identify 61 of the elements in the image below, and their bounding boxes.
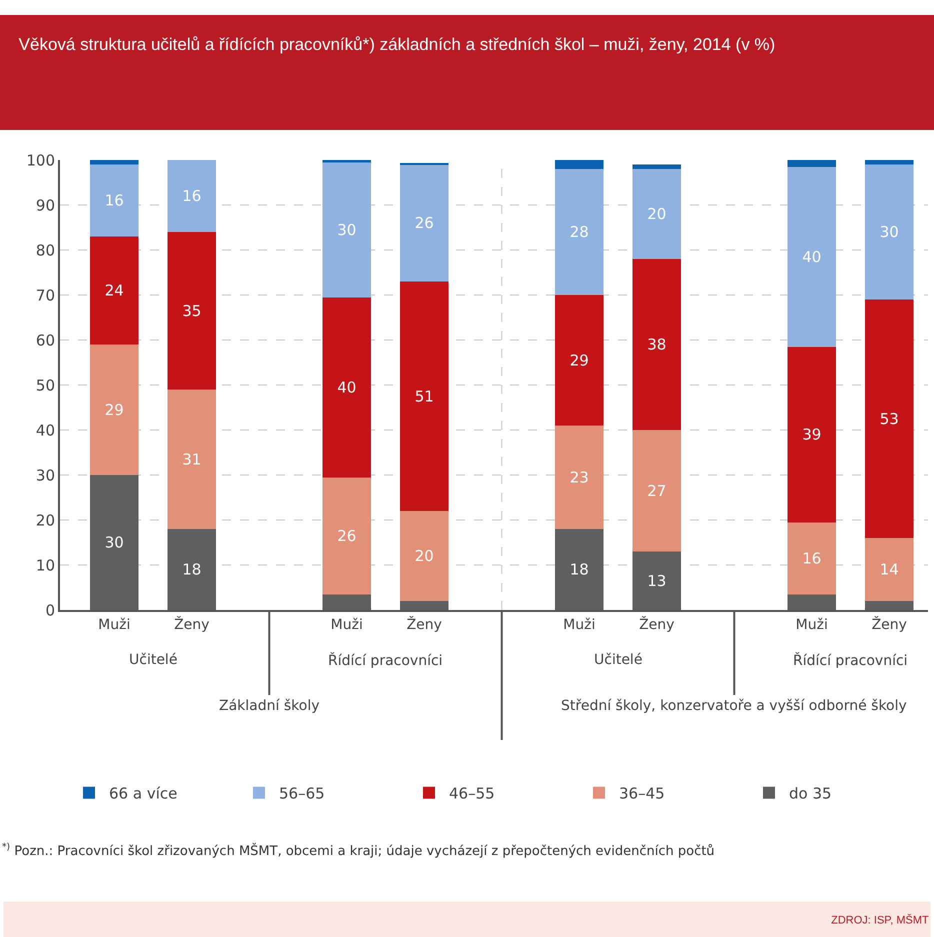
data-label: 30 — [104, 534, 124, 552]
data-label: 16 — [182, 187, 202, 205]
data-label: 14 — [880, 560, 899, 578]
data-label: 18 — [570, 560, 589, 578]
y-tick-label: 70 — [36, 286, 55, 304]
data-label: 40 — [802, 248, 822, 266]
x-tick-label: Ženy — [639, 616, 674, 633]
data-label: 30 — [880, 223, 899, 241]
y-tick-label: 20 — [36, 511, 55, 530]
legend-label: 56–65 — [279, 784, 325, 803]
legend-label: do 35 — [789, 784, 832, 803]
data-label: 20 — [647, 205, 666, 223]
data-label: 51 — [414, 387, 434, 406]
data-label: 13 — [647, 572, 666, 590]
y-tick-label: 90 — [36, 196, 55, 214]
x-tick-label: Muži — [330, 616, 363, 633]
data-label: 35 — [182, 302, 202, 320]
legend-label: 66 a více — [109, 784, 178, 803]
data-label: 30 — [337, 220, 356, 239]
y-tick-label: 60 — [36, 331, 55, 350]
chart-title: Věková struktura učitelů a řídících pracovníků*) základních a středních škol – muži, ženy, 2014 (v %) — [18, 34, 776, 54]
y-tick-label: 80 — [36, 241, 55, 260]
data-label: 28 — [570, 223, 589, 241]
data-label: 38 — [647, 336, 666, 354]
data-label: 31 — [182, 450, 202, 468]
data-label: 39 — [802, 426, 822, 444]
text: Řídící pracovníci — [793, 652, 908, 669]
legend-label: 46–55 — [449, 784, 495, 803]
x-tick-label: Ženy — [406, 616, 442, 633]
data-label: 27 — [647, 482, 666, 500]
y-tick-label: 30 — [36, 466, 55, 484]
y-tick-label: 50 — [36, 376, 55, 394]
data-label: 24 — [104, 282, 124, 300]
text: $^{*)}$ Pozn.: Pracovníci škol zřizovaných MŠMT, obcemi a kraji; údaje vycházejí z přepočtených evidenčních počtů — [2, 842, 715, 859]
data-label: 29 — [104, 400, 124, 419]
data-label: 18 — [182, 560, 202, 578]
text: Učitelé — [594, 652, 642, 668]
y-tick-label: 10 — [36, 556, 55, 574]
text: ZDROJ: ISP, MŠMT — [831, 914, 929, 926]
data-label: 16 — [104, 192, 124, 210]
data-label: 26 — [414, 214, 434, 232]
text: Řídící pracovníci — [328, 652, 443, 669]
x-tick-label: Muži — [796, 616, 828, 633]
text: Učitelé — [129, 652, 178, 668]
data-label: 20 — [414, 547, 434, 565]
data-label: 23 — [570, 468, 589, 486]
y-tick-label: 0 — [45, 601, 55, 620]
text: Střední školy, konzervatoře a vyšší odborné školy — [561, 698, 907, 714]
text: Základní školy — [219, 698, 320, 714]
data-label: 16 — [802, 549, 822, 568]
y-tick-label: 40 — [36, 421, 55, 440]
x-tick-label: Muži — [563, 616, 596, 633]
x-tick-label: Ženy — [174, 616, 210, 633]
x-tick-label: Muži — [98, 616, 130, 633]
x-tick-label: Ženy — [872, 616, 907, 633]
data-label: 53 — [880, 410, 899, 428]
legend-label: 36–45 — [619, 784, 665, 803]
data-label: 40 — [337, 378, 356, 396]
data-label: 29 — [570, 351, 589, 370]
y-tick-label: 100 — [26, 151, 55, 170]
data-label: 26 — [337, 526, 356, 545]
